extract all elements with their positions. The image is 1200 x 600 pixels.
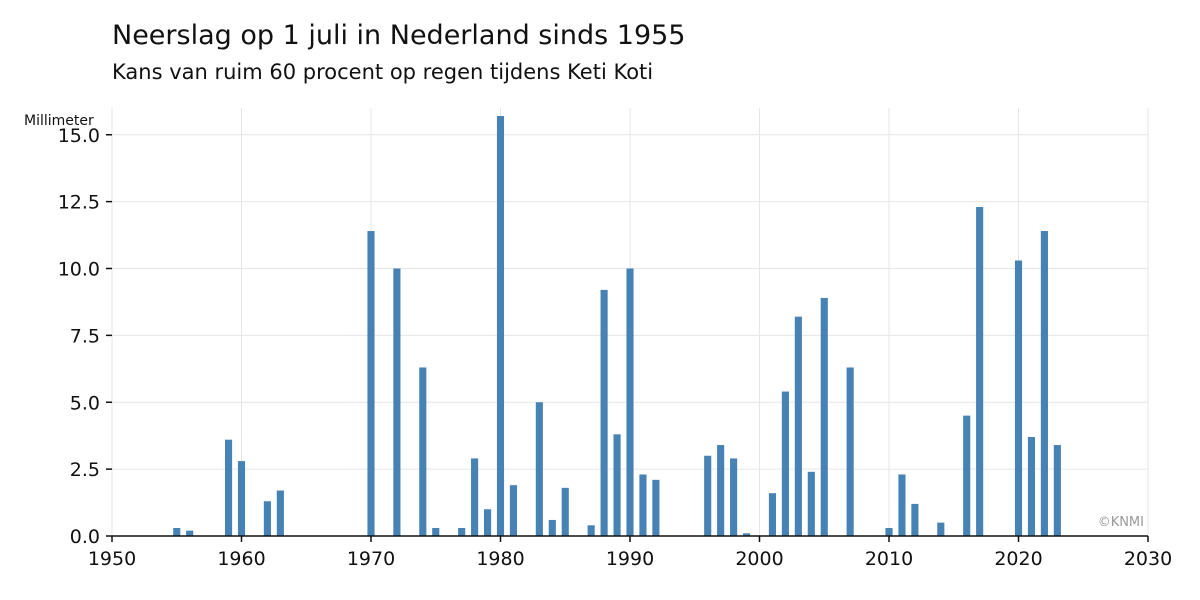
bar-1988 (600, 289, 608, 536)
bar-2003 (794, 316, 802, 536)
bar-2004 (807, 471, 815, 536)
bar-1980 (496, 116, 505, 537)
bar-1963 (276, 490, 284, 536)
axis-layer: 1950 1960 1970 1980 1990 2000 2010 2020 2030 0.0 2… (58, 125, 1172, 570)
x-tick-label: 1950 (88, 548, 136, 570)
bar-1992 (652, 479, 660, 536)
bar-1987 (587, 525, 595, 536)
bar-2002 (781, 391, 789, 536)
x-tick-label: 1970 (347, 548, 395, 570)
bar-1999 (742, 533, 751, 536)
y-tick-label: 10.0 (58, 259, 100, 281)
y-tick-label: 15.0 (58, 125, 100, 147)
chart-subtitle: Kans van ruim 60 procent op regen tijden… (112, 60, 654, 84)
bar-1983 (535, 402, 543, 536)
bar-2001 (768, 493, 777, 536)
x-tick-label: 1980 (476, 548, 524, 570)
x-tick-label: 2000 (735, 548, 783, 570)
y-tick-label: 5.0 (70, 392, 100, 414)
bar-1974 (419, 367, 427, 536)
y-tick-label: 7.5 (70, 325, 100, 347)
x-tick-label: 1990 (606, 548, 654, 570)
y-tick-label: 0.0 (70, 526, 100, 548)
x-tick-label: 2020 (994, 548, 1042, 570)
y-axis-label: Millimeter (24, 113, 94, 129)
bar-1975 (432, 527, 440, 536)
bar-1978 (471, 458, 479, 536)
bar-1981 (509, 485, 518, 536)
bar-1972 (393, 268, 401, 536)
bar-1997 (717, 445, 725, 536)
bar-1956 (186, 530, 194, 536)
bar-1955 (173, 527, 181, 536)
bar-1996 (704, 455, 712, 536)
bar-1970 (367, 231, 375, 537)
bar-1984 (548, 519, 556, 536)
x-tick-label: 2010 (865, 548, 913, 570)
bar-1991 (639, 474, 647, 536)
y-tick-label: 12.5 (58, 192, 100, 214)
x-tick-label: 1960 (217, 548, 265, 570)
bar-2016 (963, 415, 971, 536)
bar-2023 (1053, 445, 1061, 536)
bar-1989 (613, 434, 621, 536)
bar-2022 (1040, 231, 1048, 537)
bar-2012 (911, 503, 919, 536)
chart-title: Neerslag op 1 juli in Nederland sinds 19… (112, 20, 686, 51)
bar-1998 (730, 458, 738, 536)
bar-2010 (885, 527, 893, 536)
bar-1979 (483, 509, 492, 536)
bar-1977 (458, 527, 466, 536)
credit-label: ©KNMI (1097, 515, 1144, 530)
y-tick-label: 2.5 (70, 459, 100, 481)
bar-2011 (898, 474, 906, 536)
bar-1962 (263, 501, 271, 536)
bar-2007 (846, 367, 854, 536)
bar-2020 (1014, 260, 1023, 536)
bar-1985 (561, 487, 569, 536)
bar-2021 (1027, 437, 1036, 536)
bar-2005 (820, 297, 828, 536)
x-tick-label: 2030 (1124, 548, 1172, 570)
bar-1959 (224, 439, 233, 536)
bar-1990 (626, 268, 634, 536)
bar-2014 (937, 522, 945, 536)
bar-2017 (976, 206, 984, 536)
bar-layer (173, 116, 1061, 537)
bar-1960 (237, 461, 246, 536)
